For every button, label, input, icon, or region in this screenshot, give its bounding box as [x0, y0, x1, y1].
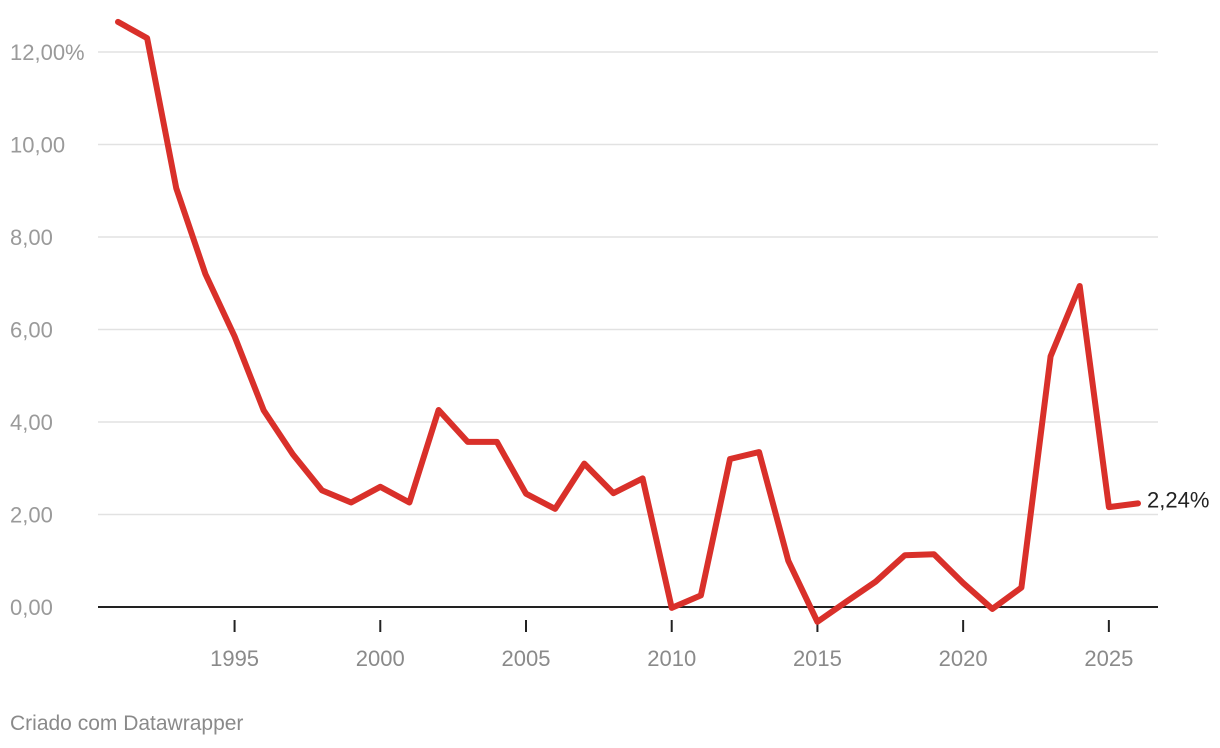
y-tick-label: 6,00: [10, 318, 53, 343]
x-axis-ticks: 1995 2000 2005 2010 2015 2020 2025: [210, 620, 1133, 671]
x-tick-label: 2015: [793, 646, 842, 671]
y-tick-label: 2,00: [10, 503, 53, 528]
y-tick-label: 12,00%: [10, 40, 85, 65]
x-tick-label: 2025: [1084, 646, 1133, 671]
x-tick-label: 2020: [939, 646, 988, 671]
y-tick-label: 4,00: [10, 410, 53, 435]
x-tick-label: 2000: [356, 646, 405, 671]
footer-credit: Criado com Datawrapper: [10, 712, 244, 735]
x-tick-label: 2010: [647, 646, 696, 671]
y-axis-ticks: 12,00% 10,00 8,00 6,00 4,00 2,00 0,00: [10, 40, 85, 620]
series-line: [115, 18, 1141, 625]
y-tick-label: 10,00: [10, 133, 65, 158]
end-value-label: 2,24%: [1147, 487, 1209, 512]
x-tick-label: 1995: [210, 646, 259, 671]
grid-lines: [98, 51, 1158, 516]
x-tick-label: 2005: [502, 646, 551, 671]
y-tick-label: 0,00: [10, 595, 53, 620]
y-tick-label: 8,00: [10, 225, 53, 250]
